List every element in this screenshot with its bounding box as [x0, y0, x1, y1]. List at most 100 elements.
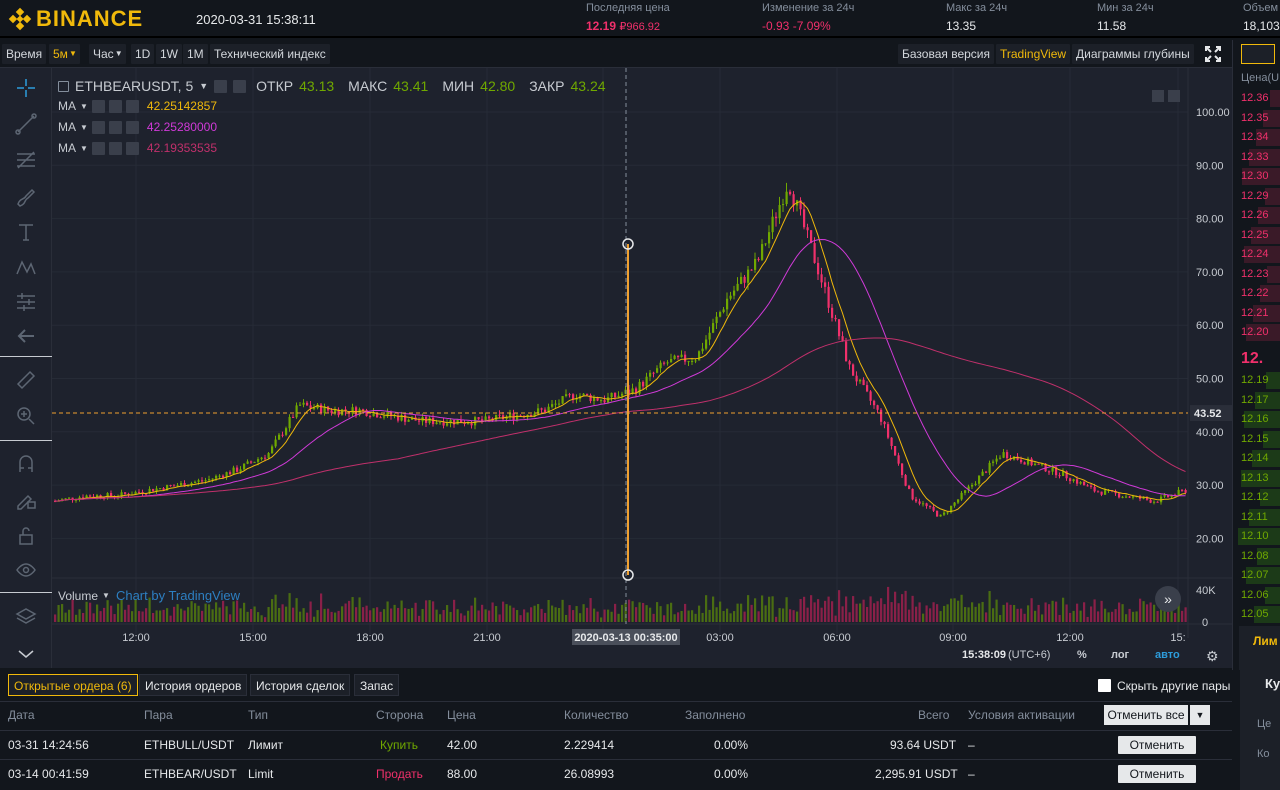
price-chart[interactable]: 100.00 90.00 80.00 70.00 60.00 50.00 40.00 30.0…	[52, 68, 1232, 668]
chevron-down-icon[interactable]: ▼	[80, 122, 88, 132]
ask-price[interactable]: 12.26	[1241, 209, 1269, 221]
timezone[interactable]: (UTC+6)	[1008, 649, 1051, 661]
bid-price[interactable]: 12.15	[1241, 432, 1269, 445]
tab-trade-history[interactable]: История сделок	[250, 674, 351, 696]
ask-price[interactable]: 12.22	[1241, 287, 1269, 299]
bid-price[interactable]: 12.16	[1241, 413, 1269, 425]
interval-1m-button[interactable]: 1M	[183, 44, 208, 64]
basic-version-button[interactable]: Базовая версия	[898, 44, 994, 64]
ask-price[interactable]: 12.21	[1241, 306, 1269, 319]
auto-scale-button[interactable]: авто	[1155, 649, 1180, 661]
trend-line-icon[interactable]	[14, 112, 38, 136]
symbol-label[interactable]: ETHBEARUSDT, 5	[75, 78, 194, 94]
bid-price[interactable]: 12.10	[1241, 530, 1269, 542]
chevron-down-icon[interactable]: ▼	[80, 143, 88, 153]
eye-icon[interactable]	[14, 558, 38, 582]
ma1-legend[interactable]: MA ▼ 42.25142857	[58, 99, 217, 113]
bid-price[interactable]: 12.12	[1241, 491, 1269, 503]
chevron-down-icon[interactable]: ▼	[102, 591, 110, 600]
time-button[interactable]: Время	[2, 44, 47, 64]
move-up-icon[interactable]	[1168, 90, 1180, 102]
tab-open-orders[interactable]: Открытые ордера (6)	[8, 674, 138, 696]
settings-icon[interactable]	[108, 141, 122, 155]
bid-price[interactable]: 12.05	[1241, 608, 1269, 620]
layers-icon[interactable]	[14, 604, 38, 628]
orderbook-view-icon[interactable]	[1241, 44, 1275, 64]
fib-tool-icon[interactable]	[14, 148, 38, 172]
settings-icon[interactable]	[108, 120, 122, 134]
visibility-icon[interactable]	[91, 141, 105, 155]
technical-index-button[interactable]: Технический индекс	[210, 44, 330, 64]
ask-price[interactable]: 12.33	[1241, 150, 1269, 163]
tab-order-history[interactable]: История ордеров	[139, 674, 248, 696]
ask-price[interactable]: 12.30	[1241, 170, 1269, 182]
visibility-icon[interactable]	[91, 120, 105, 134]
chevron-down-icon[interactable]: ▼	[80, 101, 88, 111]
cancel-order-button[interactable]: Отменить	[1118, 736, 1196, 754]
back-arrow-icon[interactable]	[14, 324, 38, 348]
bid-price[interactable]: 12.13	[1241, 471, 1269, 484]
chart-canvas[interactable]: 100.00 90.00 80.00 70.00 60.00 50.00 40.00 30.0…	[52, 68, 1232, 668]
crosshair-icon[interactable]	[14, 76, 38, 100]
brush-icon[interactable]	[14, 184, 38, 208]
collapse-chevron-icon[interactable]	[14, 642, 38, 666]
volume-bar	[61, 604, 64, 622]
tab-funds[interactable]: Запас	[354, 674, 400, 696]
cancel-all-button[interactable]: Отменить все	[1104, 705, 1188, 725]
close-icon[interactable]	[233, 79, 247, 93]
percent-scale-button[interactable]: %	[1077, 649, 1087, 661]
ma3-legend[interactable]: MA ▼ 42.19353535	[58, 141, 217, 155]
volume-legend[interactable]: Volume ▼ Chart by TradingView	[58, 588, 240, 603]
settings-icon[interactable]	[214, 79, 228, 93]
hide-other-pairs-checkbox[interactable]	[1098, 679, 1111, 692]
cancel-order-button[interactable]: Отменить	[1118, 765, 1196, 783]
measure-tool-icon[interactable]	[14, 290, 38, 314]
ask-price[interactable]: 12.25	[1241, 228, 1269, 241]
bid-price[interactable]: 12.06	[1241, 588, 1269, 601]
ask-price[interactable]: 12.23	[1241, 267, 1269, 280]
bid-price[interactable]: 12.08	[1241, 549, 1269, 562]
cancel-all-dropdown-icon[interactable]: ▼	[1190, 705, 1210, 725]
log-scale-button[interactable]: лог	[1111, 649, 1130, 661]
interval-5m-button[interactable]: 5м ▼	[49, 44, 80, 64]
move-down-icon[interactable]	[1152, 90, 1164, 102]
settings-icon[interactable]	[108, 99, 122, 113]
ask-price[interactable]: 12.24	[1241, 248, 1269, 260]
close-icon[interactable]	[125, 99, 139, 113]
limit-tab[interactable]: Лим	[1253, 634, 1278, 648]
close-icon[interactable]	[125, 120, 139, 134]
close-icon[interactable]	[125, 141, 139, 155]
ask-price[interactable]: 12.34	[1241, 131, 1269, 143]
tradingview-button[interactable]: TradingView	[996, 44, 1071, 64]
chevron-down-icon[interactable]: ▼	[199, 81, 209, 91]
ask-price[interactable]: 12.35	[1241, 111, 1269, 124]
ask-price[interactable]: 12.20	[1241, 326, 1269, 338]
bid-price[interactable]: 12.17	[1241, 393, 1269, 406]
text-tool-icon[interactable]	[14, 220, 38, 244]
fullscreen-icon[interactable]	[1204, 45, 1222, 63]
hide-other-pairs-label[interactable]: Скрыть другие пары	[1117, 679, 1231, 693]
bid-price[interactable]: 12.07	[1241, 569, 1269, 581]
collapse-legend-icon[interactable]	[58, 80, 69, 92]
interval-1w-button[interactable]: 1W	[156, 44, 182, 64]
bid-price[interactable]: 12.11	[1241, 510, 1268, 523]
zoom-in-icon[interactable]	[14, 404, 38, 428]
pattern-tool-icon[interactable]	[14, 256, 38, 280]
ask-price[interactable]: 12.29	[1241, 189, 1269, 202]
interval-hour-button[interactable]: Час ▼	[89, 44, 126, 64]
visibility-icon[interactable]	[91, 99, 105, 113]
interval-1d-button[interactable]: 1D	[131, 44, 155, 64]
scroll-to-realtime-icon[interactable]: »	[1155, 586, 1181, 612]
bid-price[interactable]: 12.14	[1241, 452, 1269, 464]
binance-logo[interactable]: BINANCE	[8, 6, 143, 32]
depth-chart-button[interactable]: Диаграммы глубины	[1072, 44, 1194, 64]
tradingview-brand[interactable]: Chart by TradingView	[115, 588, 240, 603]
magnet-icon[interactable]	[14, 452, 38, 476]
ma2-legend[interactable]: MA ▼ 42.25280000	[58, 120, 217, 134]
bid-price[interactable]: 12.19	[1241, 374, 1269, 386]
ask-price[interactable]: 12.36	[1241, 92, 1269, 104]
chart-settings-icon[interactable]: ⚙	[1206, 648, 1219, 664]
lock-drawing-icon[interactable]	[14, 488, 38, 512]
ruler-icon[interactable]	[14, 368, 38, 392]
unlock-icon[interactable]	[14, 524, 38, 548]
